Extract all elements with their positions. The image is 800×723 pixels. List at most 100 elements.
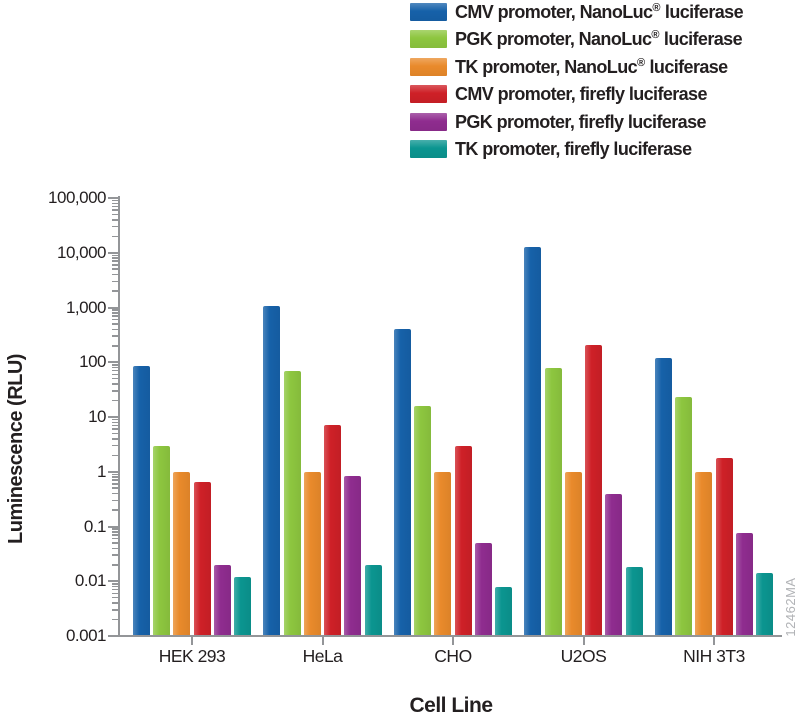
y-minor-tick	[112, 254, 118, 256]
y-tick-label: 0.01	[74, 571, 107, 591]
y-minor-tick	[112, 428, 118, 430]
bar	[695, 471, 713, 636]
bar	[263, 306, 281, 636]
legend-item: CMV promoter, firefly luciferase	[410, 84, 743, 104]
y-minor-tick	[112, 315, 118, 317]
y-minor-tick	[112, 487, 118, 489]
y-tick-label: 100,000	[48, 188, 106, 207]
x-tick	[321, 637, 324, 645]
x-tick-label: CHO	[434, 646, 472, 666]
y-minor-tick	[112, 202, 118, 205]
y-minor-tick	[112, 438, 118, 440]
y-minor-tick	[112, 537, 118, 540]
y-minor-tick	[112, 390, 118, 392]
x-tick-label: HeLa	[302, 646, 343, 666]
legend-item: CMV promoter, NanoLuc® luciferase	[410, 2, 744, 22]
bar	[234, 576, 252, 636]
y-major-tick	[108, 361, 118, 364]
y-minor-tick	[112, 268, 118, 270]
y-minor-tick	[112, 499, 118, 502]
y-major-tick	[108, 416, 118, 418]
y-major-tick	[108, 251, 118, 254]
y-tick-label: 10,000	[57, 242, 107, 262]
y-minor-tick	[112, 609, 118, 611]
y-major-tick	[108, 306, 118, 309]
y-tick-label: 100	[79, 352, 106, 372]
bar	[283, 370, 301, 636]
y-minor-tick	[112, 318, 118, 321]
y-major-tick	[108, 525, 118, 528]
y-tick-label: 10	[88, 407, 106, 426]
legend-swatch	[410, 3, 447, 21]
registered-mark: ®	[651, 29, 660, 42]
y-minor-tick	[112, 483, 118, 485]
y-minor-tick	[112, 280, 118, 283]
legend-label: TK promoter, NanoLuc® luciferase	[455, 56, 728, 77]
y-tick-label: 0.001	[65, 626, 107, 645]
y-minor-tick	[112, 273, 118, 276]
bar	[735, 533, 753, 636]
y-minor-tick	[112, 377, 118, 380]
watermark: 12462MA	[783, 577, 798, 637]
legend-item: TK promoter, firefly luciferase	[410, 139, 743, 159]
y-minor-tick	[112, 418, 118, 421]
y-minor-tick	[112, 588, 118, 591]
y-minor-tick	[112, 602, 118, 604]
legend-label: PGK promoter, NanoLuc® luciferase	[455, 29, 743, 50]
bar	[454, 445, 472, 636]
bar	[675, 397, 693, 636]
y-minor-tick	[112, 592, 118, 595]
y-tick-label: 0.1	[83, 516, 107, 536]
x-tick	[713, 637, 715, 645]
y-minor-tick	[112, 454, 118, 457]
y-minor-tick	[112, 473, 118, 475]
x-tick-label: NIH 3T3	[683, 646, 745, 666]
y-tick-label: 1,000	[65, 297, 107, 317]
legend-swatch	[410, 85, 447, 104]
bar	[213, 564, 231, 636]
legend-swatch	[410, 57, 447, 76]
y-major-tick	[108, 197, 118, 199]
y-minor-tick	[112, 542, 118, 544]
legend-swatch	[410, 30, 447, 49]
x-tick-label: U2OS	[560, 646, 607, 666]
legend-item: TK promoter, NanoLuc® luciferase	[410, 56, 743, 77]
y-minor-tick	[112, 547, 118, 550]
registered-mark: ®	[652, 2, 661, 14]
bar	[495, 586, 513, 636]
y-minor-tick	[112, 364, 118, 366]
y-minor-tick	[112, 257, 118, 259]
y-minor-tick	[112, 421, 118, 424]
bar	[756, 573, 774, 636]
y-minor-tick	[112, 328, 118, 331]
y-minor-tick	[112, 335, 118, 337]
x-tick	[582, 637, 585, 645]
legend-swatch	[410, 112, 447, 131]
y-major-tick	[108, 635, 118, 637]
y-minor-tick	[112, 290, 118, 292]
y-minor-tick	[112, 309, 118, 311]
y-minor-tick	[112, 205, 118, 208]
bar	[173, 471, 191, 636]
bar	[153, 445, 171, 636]
y-minor-tick	[112, 492, 118, 495]
y-minor-tick	[112, 432, 118, 435]
y-minor-tick	[112, 424, 118, 427]
bar	[434, 471, 452, 636]
y-minor-tick	[112, 596, 118, 599]
y-minor-tick	[112, 554, 118, 556]
bar	[654, 357, 672, 636]
legend-item: PGK promoter, NanoLuc® luciferase	[410, 29, 743, 50]
y-minor-tick	[112, 479, 118, 481]
bar	[564, 471, 582, 636]
bar	[393, 329, 411, 636]
bar	[715, 457, 733, 636]
y-minor-tick	[112, 235, 118, 238]
legend-label: PGK promoter, firefly luciferase	[455, 111, 706, 132]
legend-label: CMV promoter, NanoLuc® luciferase	[455, 2, 744, 22]
bar	[605, 493, 623, 636]
bar	[524, 246, 542, 636]
bar	[585, 344, 603, 636]
y-minor-tick	[112, 476, 118, 478]
